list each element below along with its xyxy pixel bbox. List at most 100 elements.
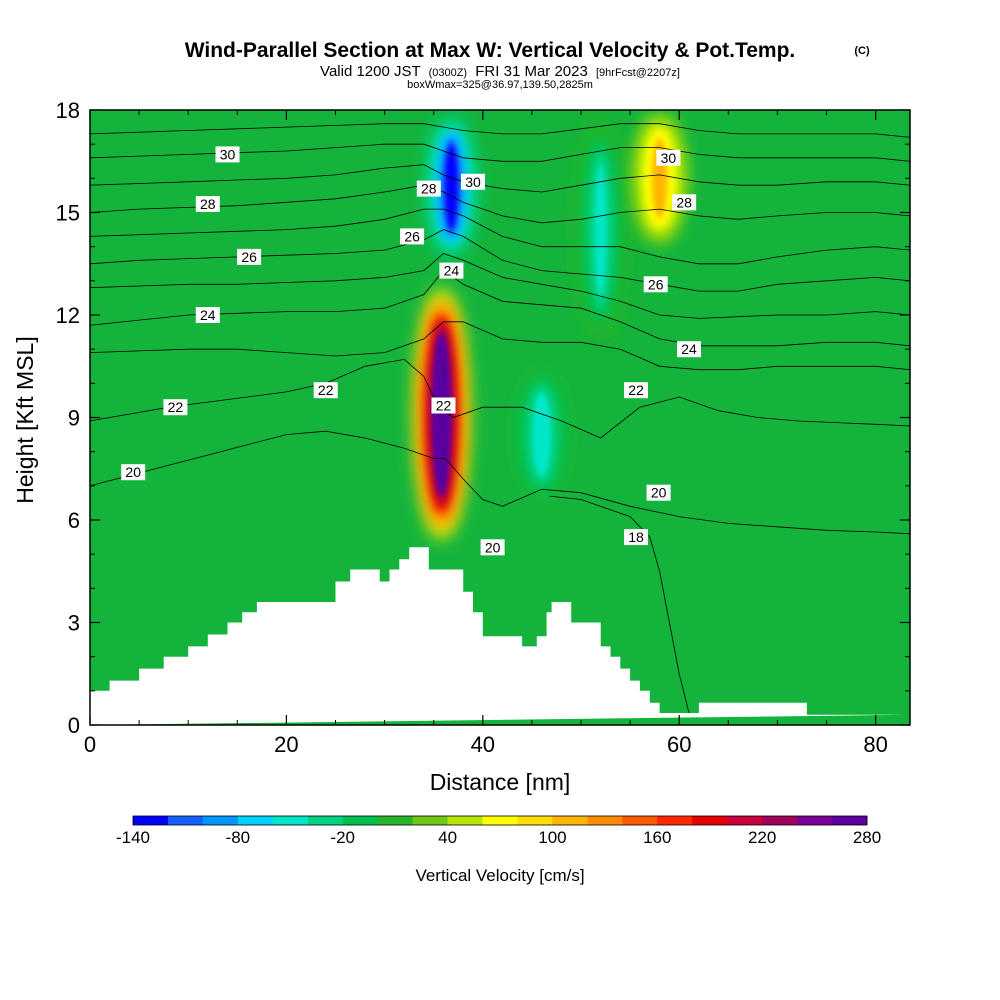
contour-label-text: 22 [168, 399, 184, 415]
contour-line-29 [90, 164, 910, 193]
subtitle-date: FRI 31 Mar 2023 [475, 63, 588, 80]
colorbar-swatch [517, 816, 553, 825]
colorbar-swatch [202, 816, 239, 825]
x-tick-label: 20 [274, 732, 298, 757]
contour-label-text: 28 [676, 194, 692, 210]
contour-label-box [624, 529, 648, 546]
contour-label-box [195, 196, 220, 212]
contour-line-31 [90, 123, 910, 138]
contour-label-text: 26 [404, 228, 420, 244]
colorbar-swatch [342, 816, 379, 825]
colorbar-swatch [447, 816, 483, 825]
contour-label-box [672, 194, 697, 211]
colorbar-swatch [797, 816, 833, 825]
contour-label-text: 20 [485, 539, 501, 555]
contour-line-23 [90, 321, 910, 371]
colorbar-tick-label: -20 [330, 828, 355, 847]
x-tick-label: 40 [471, 732, 495, 757]
contour-line-18 [549, 495, 690, 714]
contour-label-text: 18 [628, 529, 644, 545]
colorbar-tick-label: -140 [116, 828, 150, 847]
y-tick-label: 3 [68, 611, 80, 636]
colorbar-swatch [412, 816, 448, 825]
colorbar-tick-label: -80 [226, 828, 251, 847]
contour-label-box [643, 276, 668, 293]
contour-labels: 30 28 26 24 22 20 22 26 28 24 30 22 20 30 28 26 22 24 20 18 [121, 146, 701, 556]
colorbar-frame [132, 815, 868, 826]
subtitle-utc: (0300Z) [429, 67, 468, 79]
contour-label-7: 26 [400, 228, 425, 245]
subtitle-valid: Valid 1200 JST [320, 63, 420, 80]
velocity-field-background [90, 110, 910, 725]
colorbar-tick-label: 220 [748, 828, 776, 847]
colorbar-swatch [237, 816, 274, 825]
x-axis: 0 20 40 60 80 [84, 110, 888, 757]
contour-label-box [624, 382, 648, 399]
theta-contours [90, 123, 910, 714]
contour-line-22 [90, 358, 910, 439]
contour-label-1: 28 [195, 196, 220, 212]
colorbar-swatch [832, 816, 868, 825]
subtitle-forecast: [9hrFcst@2207z] [596, 67, 680, 79]
contour-line-20 [90, 430, 910, 535]
contour-label-box [237, 248, 262, 265]
colorbar-swatch [307, 816, 344, 825]
colorbar-swatch [482, 816, 518, 825]
contour-label-10: 30 [461, 173, 485, 190]
contour-label-9: 24 [439, 262, 464, 279]
contour-label-text: 30 [465, 174, 481, 190]
contour-label-16: 22 [624, 382, 648, 399]
contour-label-box [313, 382, 338, 399]
colorbar-swatch [762, 816, 798, 825]
contour-label-19: 18 [624, 529, 648, 546]
contour-label-box [400, 228, 425, 245]
contour-label-box [163, 399, 188, 416]
colorbar-swatch [692, 816, 728, 825]
velocity-feature-1-level-6 [445, 144, 458, 230]
contour-label-text: 28 [421, 181, 437, 197]
x-tick-label: 0 [84, 732, 96, 757]
contour-label-text: 28 [200, 196, 216, 212]
y-axis: 0 3 6 9 12 15 18 [56, 98, 910, 738]
colorbar-swatch [272, 816, 309, 825]
colorbar-tick-label: 40 [438, 828, 457, 847]
colorbar-label: Vertical Velocity [cm/s] [415, 866, 584, 885]
contour-label-text: 30 [661, 150, 677, 166]
contour-label-text: 24 [200, 307, 216, 323]
contour-label-text: 26 [648, 276, 664, 292]
contour-label-12: 20 [480, 539, 505, 556]
contour-label-box [656, 149, 681, 166]
velocity-feature-2-level-6 [535, 397, 548, 473]
contour-label-11: 22 [431, 397, 456, 414]
contour-label-text: 22 [436, 398, 452, 414]
title-mark: (C) [854, 45, 870, 57]
x-tick-label: 60 [667, 732, 691, 757]
contour-label-6: 22 [313, 382, 338, 399]
contour-label-text: 24 [681, 341, 697, 357]
colorbar-swatch [552, 816, 588, 825]
contour-label-box [439, 262, 464, 279]
contour-label-box [121, 464, 146, 481]
plot-area [90, 110, 910, 725]
contour-label-15: 26 [643, 276, 668, 293]
x-axis-label: Distance [nm] [430, 769, 571, 795]
contour-label-box [646, 484, 671, 501]
contour-label-text: 24 [444, 263, 460, 279]
colorbar-swatch [377, 816, 414, 825]
velocity-feature-3-level-6 [594, 163, 607, 296]
contour-label-box [416, 180, 441, 197]
contour-line-27 [90, 208, 910, 265]
colorbar-swatch [168, 816, 204, 825]
chart-subtitle: Valid 1200 JST (0300Z) FRI 31 Mar 2023 [… [320, 63, 680, 80]
colorbar-tick-label: 100 [538, 828, 566, 847]
contour-label-text: 20 [651, 485, 667, 501]
y-tick-label: 15 [56, 201, 80, 226]
contour-label-17: 24 [677, 341, 701, 358]
contour-line-30 [90, 143, 910, 162]
colorbar-swatch [657, 816, 693, 825]
contour-label-box [480, 539, 505, 556]
contour-label-4: 22 [163, 399, 188, 416]
contour-label-box [461, 173, 485, 190]
